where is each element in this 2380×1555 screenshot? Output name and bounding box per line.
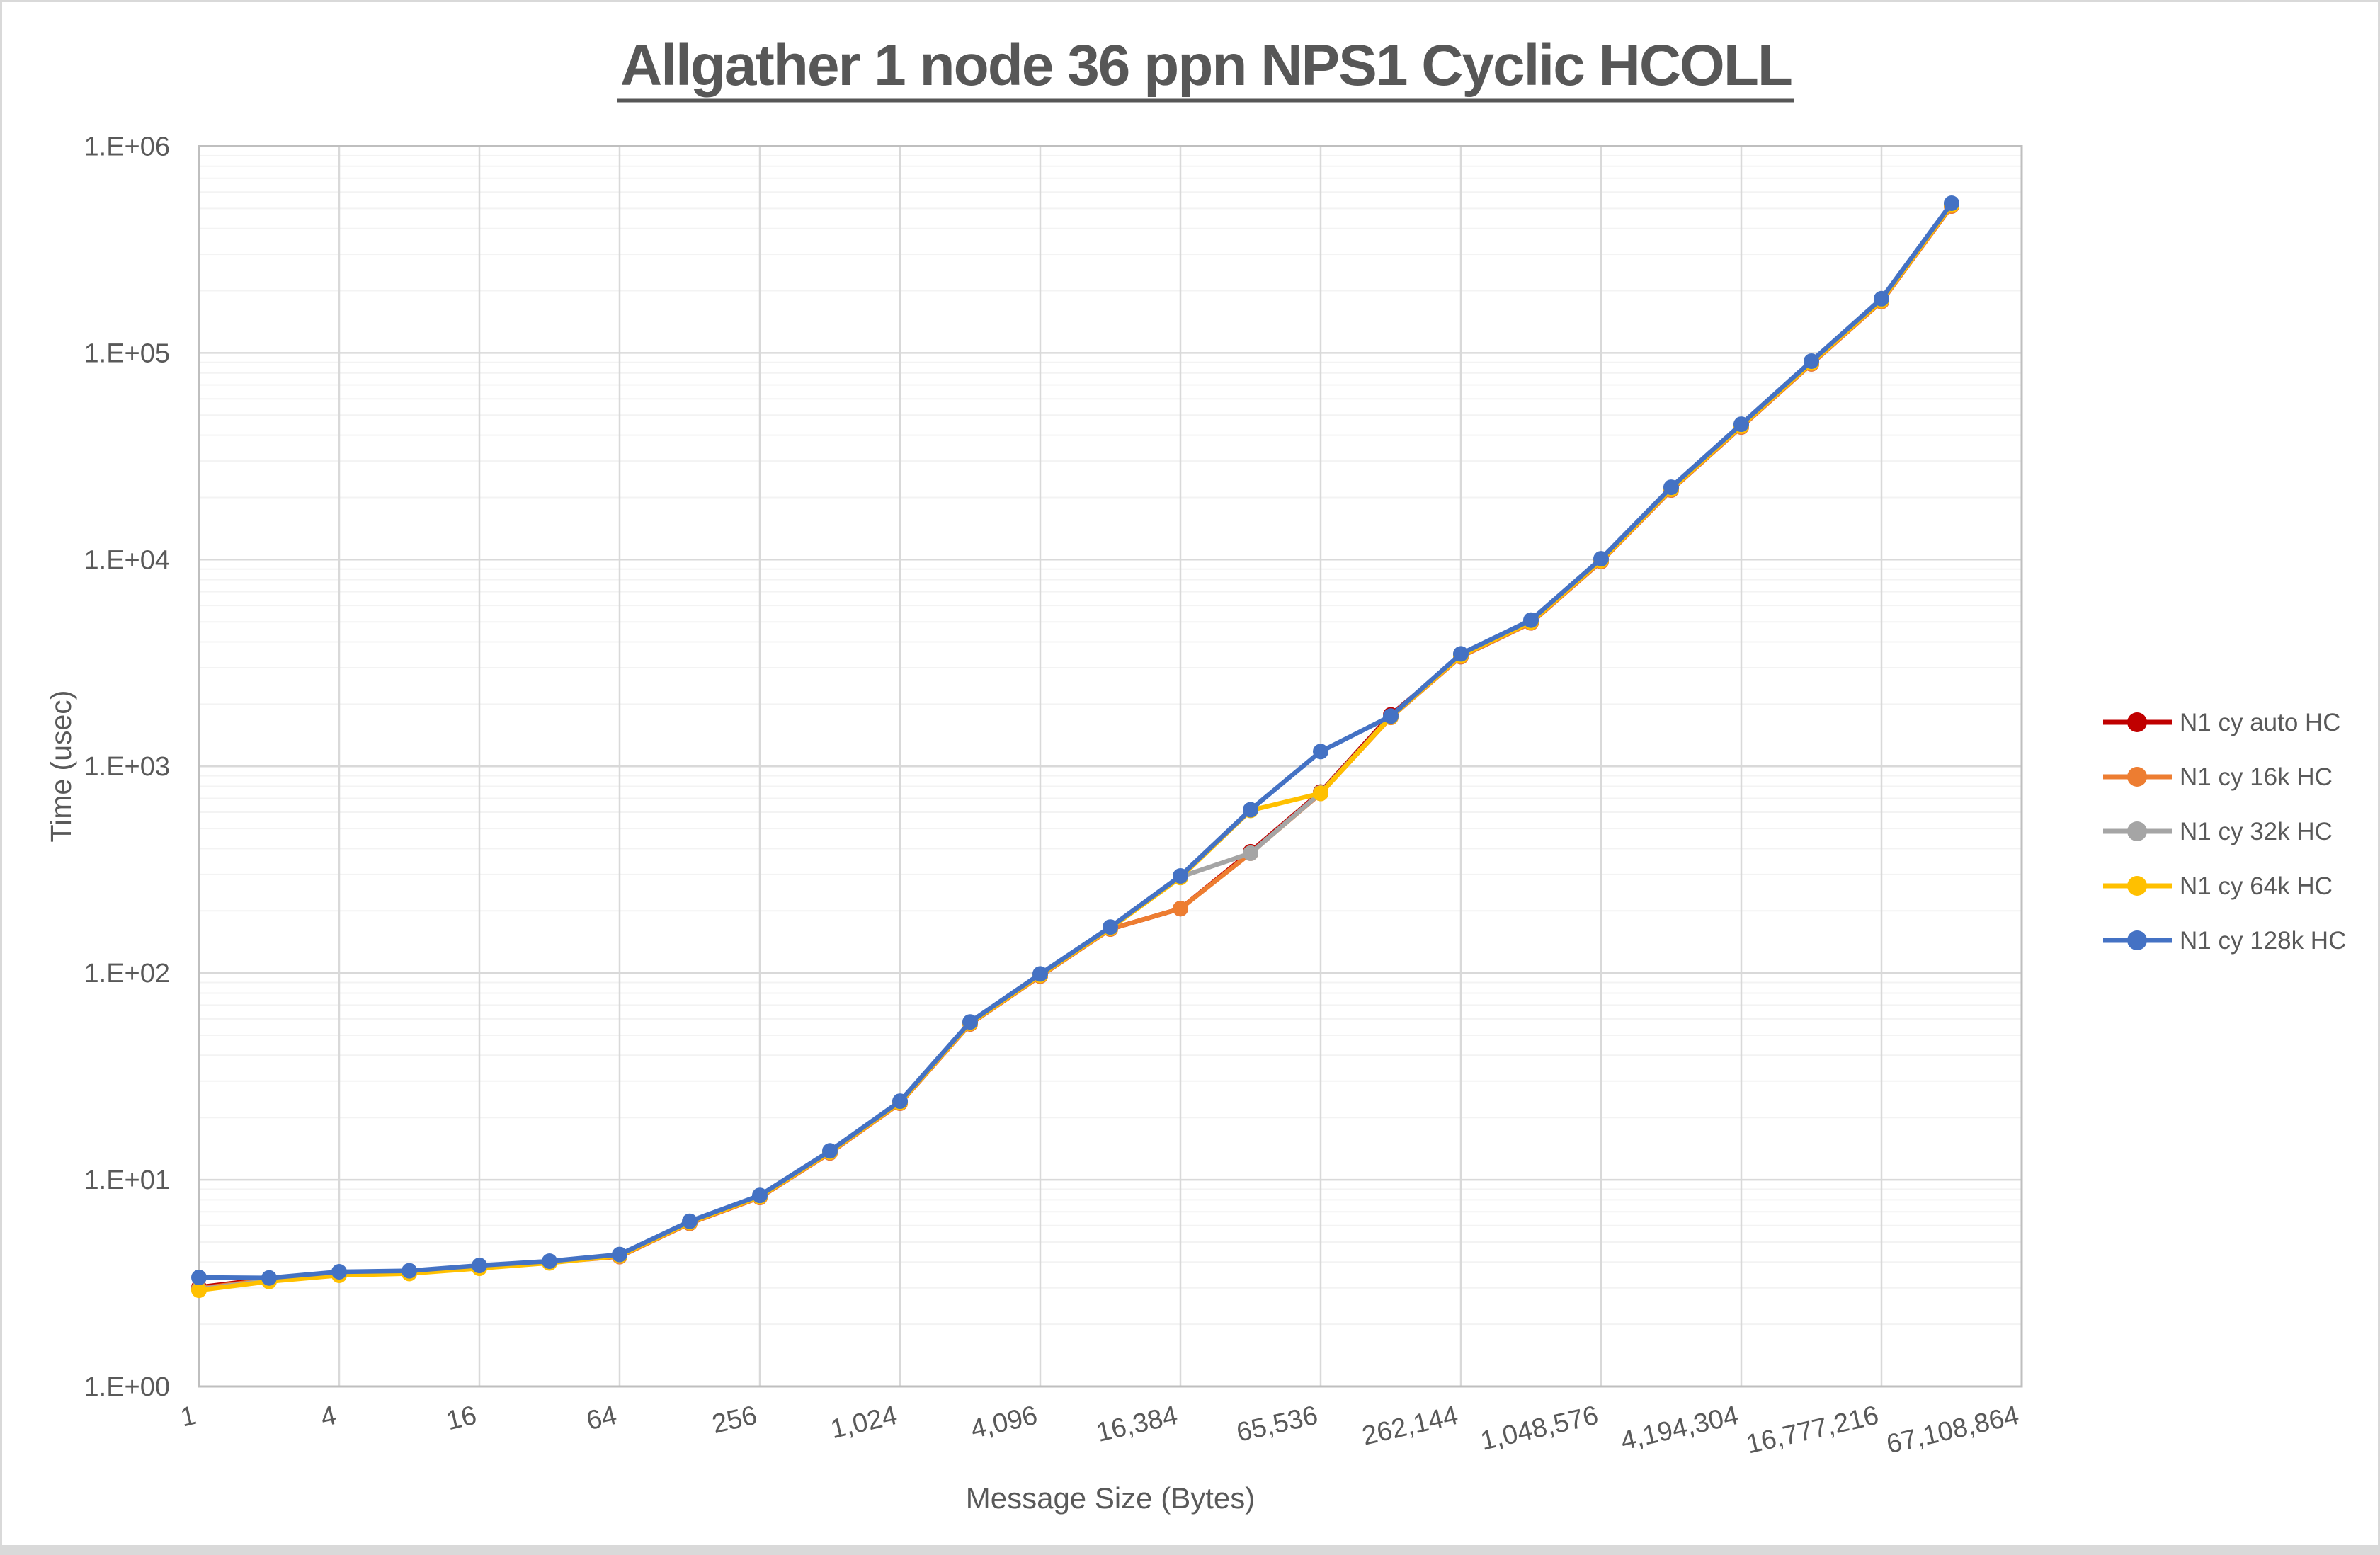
svg-text:1.E+03: 1.E+03	[84, 752, 171, 782]
svg-text:N1 cy 16k HC: N1 cy 16k HC	[2180, 763, 2333, 791]
svg-text:Message Size (Bytes): Message Size (Bytes)	[966, 1481, 1255, 1515]
svg-text:1.E+05: 1.E+05	[84, 338, 171, 368]
svg-text:64: 64	[583, 1401, 620, 1436]
svg-text:Allgather 1 node 36 ppn NPS1 C: Allgather 1 node 36 ppn NPS1 Cyclic HCOL…	[620, 33, 1792, 98]
svg-text:N1 cy auto HC: N1 cy auto HC	[2180, 709, 2341, 736]
svg-text:1.E+02: 1.E+02	[84, 959, 171, 989]
svg-text:N1 cy 128k HC: N1 cy 128k HC	[2180, 927, 2346, 955]
svg-text:1.E+06: 1.E+06	[84, 132, 171, 162]
svg-text:N1 cy 64k HC: N1 cy 64k HC	[2180, 872, 2333, 900]
svg-text:1.E+01: 1.E+01	[84, 1166, 171, 1195]
svg-text:Time (usec): Time (usec)	[45, 690, 77, 843]
svg-text:1.E+04: 1.E+04	[84, 545, 171, 575]
svg-text:16: 16	[443, 1401, 479, 1436]
svg-text:N1 cy 32k HC: N1 cy 32k HC	[2180, 818, 2333, 845]
svg-text:1.E+00: 1.E+00	[84, 1372, 171, 1402]
